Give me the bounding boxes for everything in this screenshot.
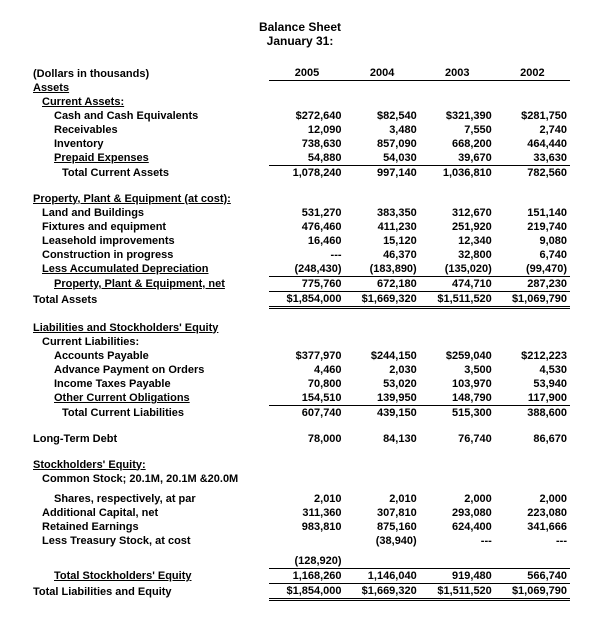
label-ltd: Long-Term Debt: [30, 432, 269, 446]
row-recv: Receivables12,0903,4807,5502,740: [30, 123, 570, 137]
row-inctax: Income Taxes Payable70,80053,020103,9705…: [30, 377, 570, 391]
row-ltd: Long-Term Debt78,00084,13076,74086,670: [30, 432, 570, 446]
year-2004: 2004: [345, 66, 420, 81]
row-retearn: Retained Earnings983,810875,160624,40034…: [30, 520, 570, 534]
label-accdep: Less Accumulated Depreciation: [30, 262, 269, 277]
row-totcurassets: Total Current Assets1,078,240997,1401,03…: [30, 165, 570, 180]
label-totstockeq: Total Stockholders' Equity: [30, 568, 269, 583]
row-addcap: Additional Capital, net311,360307,810293…: [30, 506, 570, 520]
label-inv: Inventory: [30, 137, 269, 151]
year-2003: 2003: [420, 66, 495, 81]
ppe-heading: Property, Plant & Equipment (at cost):: [30, 192, 269, 206]
row-prepaid: Prepaid Expenses54,88054,03039,67033,630: [30, 151, 570, 166]
row-totliabeq: Total Liabilities and Equity$1,854,000$1…: [30, 583, 570, 599]
label-recv: Receivables: [30, 123, 269, 137]
row-advpay: Advance Payment on Orders4,4602,0303,500…: [30, 363, 570, 377]
label-cash: Cash and Cash Equivalents: [30, 109, 269, 123]
row-totcurliab: Total Current Liabilities607,740439,1505…: [30, 405, 570, 420]
row-accdep: Less Accumulated Depreciation(248,430)(1…: [30, 262, 570, 277]
row-totstockeq: Total Stockholders' Equity1,168,2601,146…: [30, 568, 570, 583]
page-subtitle: January 31:: [30, 34, 570, 48]
year-2002: 2002: [495, 66, 570, 81]
row-treas: Less Treasury Stock, at cost(38,940)----…: [30, 534, 570, 548]
row-land: Land and Buildings531,270383,350312,6701…: [30, 206, 570, 220]
row-cash: Cash and Cash Equivalents$272,640$82,540…: [30, 109, 570, 123]
row-totassets: Total Assets$1,854,000$1,669,320$1,511,5…: [30, 291, 570, 307]
header-row: (Dollars in thousands) 2005 2004 2003 20…: [30, 66, 570, 81]
label-lease: Leasehold improvements: [30, 234, 269, 248]
label-inctax: Income Taxes Payable: [30, 377, 269, 391]
row-treas2: (128,920): [30, 554, 570, 569]
label-totcurassets: Total Current Assets: [30, 165, 269, 180]
label-totliabeq: Total Liabilities and Equity: [30, 583, 269, 599]
curliab-heading: Current Liabilities:: [30, 335, 269, 349]
liab-eq-heading: Liabilities and Stockholders' Equity: [30, 321, 269, 335]
assets-heading: Assets: [30, 81, 269, 95]
row-shares: Shares, respectively, at par2,0102,0102,…: [30, 492, 570, 506]
row-lease: Leasehold improvements16,46015,12012,340…: [30, 234, 570, 248]
row-fixt: Fixtures and equipment476,460411,230251,…: [30, 220, 570, 234]
label-ap: Accounts Payable: [30, 349, 269, 363]
label-ppenet: Property, Plant & Equipment, net: [30, 276, 269, 291]
label-retearn: Retained Earnings: [30, 520, 269, 534]
stockeq-heading: Stockholders' Equity:: [30, 458, 269, 472]
label-treas: Less Treasury Stock, at cost: [30, 534, 269, 548]
common-stock-note: Common Stock; 20.1M, 20.1M &20.0M: [30, 472, 269, 486]
label-prepaid: Prepaid Expenses: [30, 151, 269, 166]
label-cip: Construction in progress: [30, 248, 269, 262]
current-assets-heading: Current Assets:: [30, 95, 269, 109]
year-2005: 2005: [269, 66, 344, 81]
row-inv: Inventory738,630857,090668,200464,440: [30, 137, 570, 151]
row-cip: Construction in progress---46,37032,8006…: [30, 248, 570, 262]
label-fixt: Fixtures and equipment: [30, 220, 269, 234]
balance-sheet-table: (Dollars in thousands) 2005 2004 2003 20…: [30, 66, 570, 601]
row-otherobl: Other Current Obligations154,510139,9501…: [30, 391, 570, 406]
label-addcap: Additional Capital, net: [30, 506, 269, 520]
row-ppenet: Property, Plant & Equipment, net775,7606…: [30, 276, 570, 291]
label-otherobl: Other Current Obligations: [30, 391, 269, 406]
label-shares: Shares, respectively, at par: [30, 492, 269, 506]
label-land: Land and Buildings: [30, 206, 269, 220]
label-totassets: Total Assets: [30, 291, 269, 307]
label-totcurliab: Total Current Liabilities: [30, 405, 269, 420]
page-title: Balance Sheet: [30, 20, 570, 34]
label-advpay: Advance Payment on Orders: [30, 363, 269, 377]
row-ap: Accounts Payable$377,970$244,150$259,040…: [30, 349, 570, 363]
unit-note: (Dollars in thousands): [30, 66, 269, 81]
